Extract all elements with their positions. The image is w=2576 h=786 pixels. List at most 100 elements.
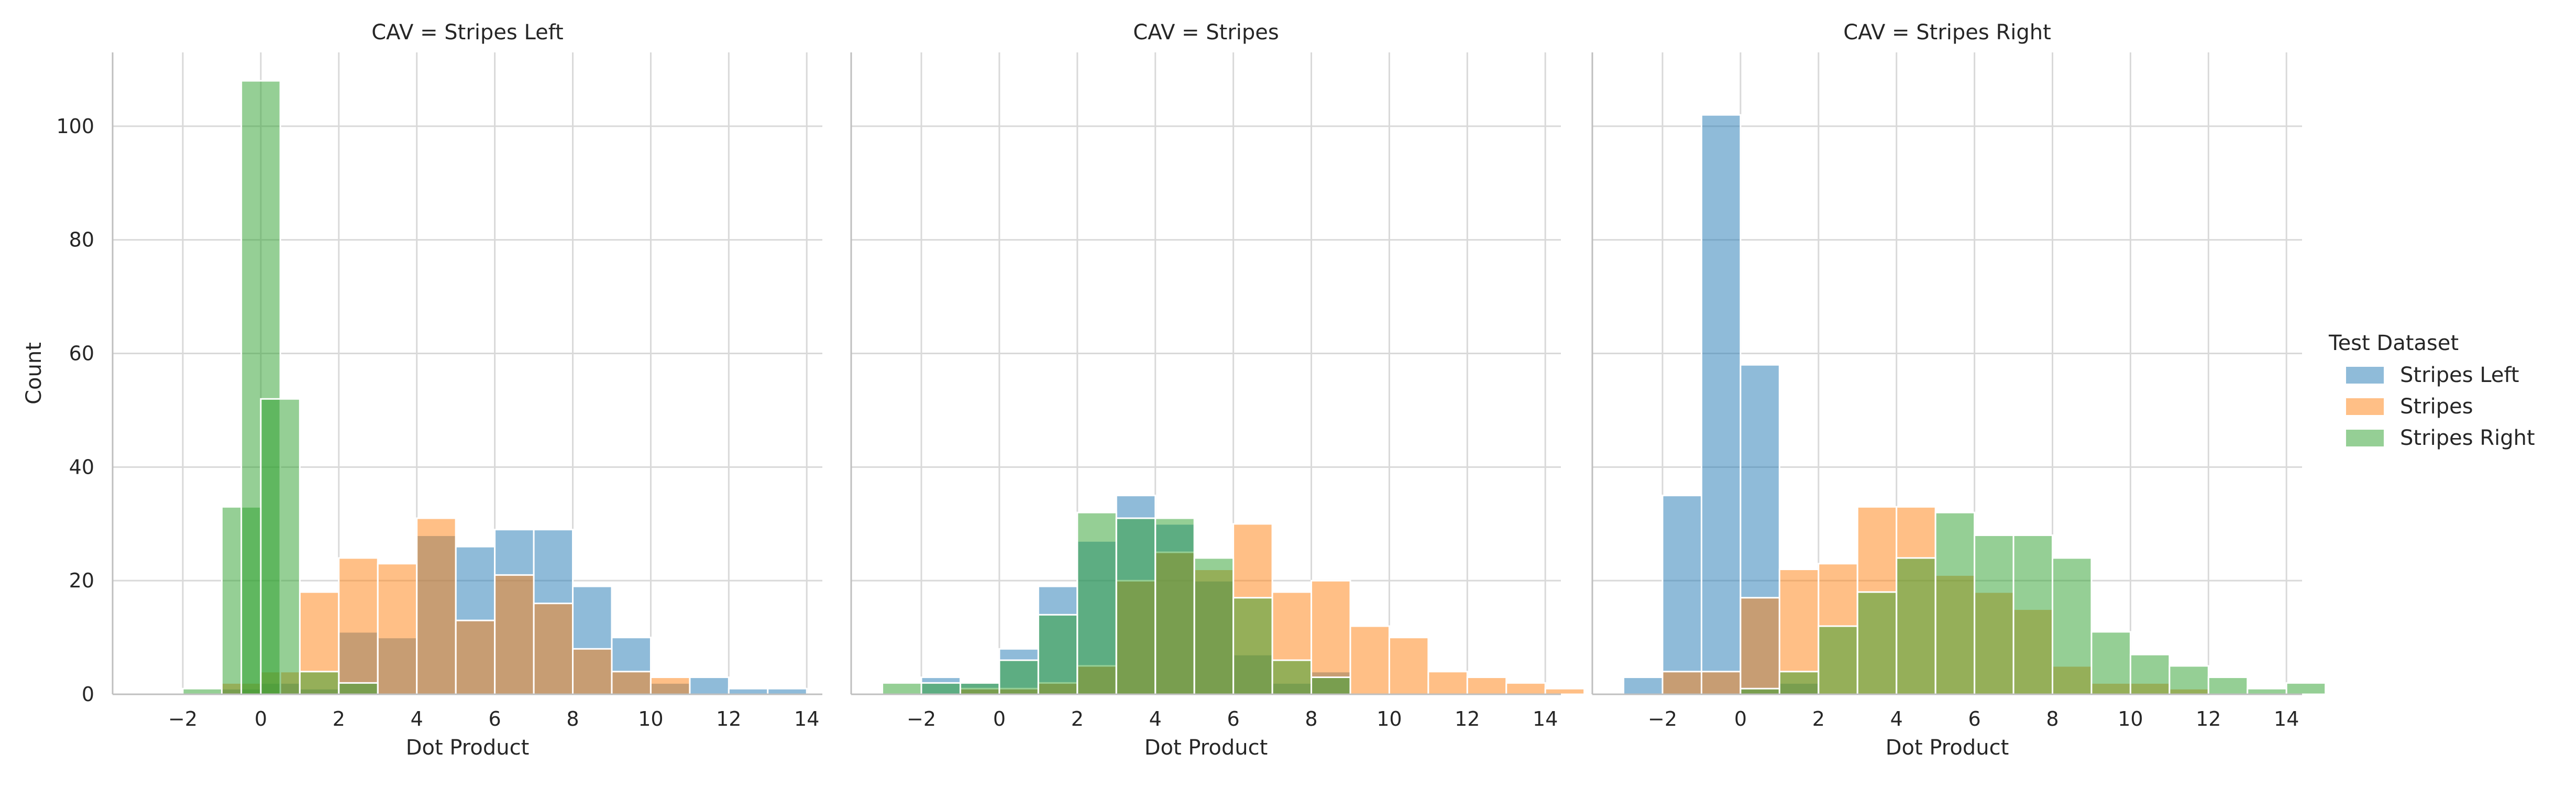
x-tick-label: 8 — [2046, 707, 2058, 730]
bar-stripes-right — [2168, 665, 2209, 695]
x-tick-label: 0 — [993, 707, 1006, 730]
bar-stripes-left — [1700, 114, 1742, 695]
bar-stripes — [1700, 671, 1742, 695]
legend-swatch — [2345, 429, 2385, 447]
legend-swatch — [2345, 366, 2385, 385]
bar-stripes-right — [1974, 534, 2014, 695]
bar-stripes-right — [1311, 676, 1351, 695]
y-tick-label: 0 — [82, 683, 94, 706]
bar-stripes-right — [1115, 517, 1157, 695]
bar-stripes-right — [1778, 671, 1820, 695]
bar-stripes — [416, 517, 457, 695]
bars — [1623, 114, 2327, 695]
bar-stripes-right — [1037, 614, 1078, 695]
bar-stripes — [533, 603, 574, 695]
bar-stripes — [1388, 637, 1429, 695]
bar-stripes-right — [1856, 591, 1898, 695]
bar-stripes-right — [920, 682, 961, 695]
bar-stripes-right — [2207, 676, 2249, 695]
bar-stripes — [338, 557, 379, 695]
bar-stripes-right — [1193, 557, 1235, 695]
bar-stripes — [1544, 687, 1586, 695]
bar-stripes — [1311, 580, 1351, 695]
bar-stripes-left — [767, 687, 808, 695]
bar-stripes-right — [338, 682, 379, 695]
x-tick-label: 2 — [1071, 707, 1084, 730]
bar-stripes-right — [2129, 653, 2171, 695]
x-tick-label: 0 — [1734, 707, 1747, 730]
bar-stripes-right — [1271, 659, 1313, 695]
y-tick-label: 20 — [69, 569, 94, 592]
bar-stripes — [611, 671, 652, 695]
bar-stripes — [494, 574, 535, 695]
y-tick-label: 80 — [69, 228, 94, 252]
bar-stripes-right — [959, 682, 1000, 695]
panel-title: CAV = Stripes Right — [1843, 20, 2051, 45]
bar-stripes-right — [1934, 511, 1976, 695]
bar-stripes — [455, 619, 496, 695]
bar-stripes-right — [882, 682, 922, 695]
x-tick-label: 8 — [566, 707, 579, 730]
bar-stripes — [1740, 597, 1780, 695]
x-tick-label: 14 — [2274, 707, 2299, 730]
bar-stripes-left — [689, 676, 730, 695]
bar-stripes — [1427, 671, 1468, 695]
x-tick-label: 6 — [489, 707, 501, 730]
x-tick-label: 8 — [1305, 707, 1317, 730]
x-tick-label: 4 — [1890, 707, 1903, 730]
x-tick-label: 10 — [2118, 707, 2143, 730]
y-tick-label: 100 — [56, 115, 94, 138]
legend-title: Test Dataset — [2328, 331, 2459, 355]
x-tick-label: 14 — [1533, 707, 1558, 730]
panel-2: −2 0 2 4 6 8 10 12 14 CAV = Stripes Dot Product — [850, 20, 1586, 760]
bar-stripes-right — [2052, 557, 2093, 695]
x-axis-label: Dot Product — [406, 736, 530, 760]
bar-stripes-left — [1623, 676, 1664, 695]
y-tick-label: 40 — [69, 455, 94, 478]
bar-stripes-right — [2090, 631, 2131, 695]
bar-stripes — [1466, 676, 1507, 695]
x-tick-label: −2 — [168, 707, 197, 730]
bar-stripes — [1505, 682, 1546, 695]
bar-stripes-right — [1896, 557, 1936, 695]
legend-label: Stripes Left — [2400, 363, 2519, 387]
bar-stripes-right — [1154, 517, 1195, 695]
bar-stripes — [377, 563, 418, 695]
legend-label: Stripes Right — [2400, 426, 2535, 450]
bar-stripes-right — [1232, 597, 1273, 695]
bars — [882, 495, 1586, 695]
x-tick-label: 10 — [1377, 707, 1402, 730]
x-tick-label: 2 — [1812, 707, 1825, 730]
panel-title: CAV = Stripes Left — [371, 20, 563, 45]
x-tick-label: 4 — [411, 707, 423, 730]
x-tick-label: 6 — [1227, 707, 1240, 730]
x-tick-label: −2 — [907, 707, 936, 730]
x-axis-label: Dot Product — [1886, 736, 2009, 760]
x-tick-label: 12 — [2196, 707, 2221, 730]
x-tick-label: −2 — [1648, 707, 1677, 730]
y-axis-label: Count — [22, 342, 46, 405]
x-tick-label: 14 — [794, 707, 819, 730]
bar-stripes-right — [1818, 625, 1858, 695]
bar-stripes-right — [2012, 534, 2054, 695]
bar-stripes-left — [1661, 495, 1702, 695]
bar-stripes-right — [2247, 687, 2287, 695]
bar-stripes-right — [299, 671, 340, 695]
panel-3: −2 0 2 4 6 8 10 12 14 CAV = Stripes Right Dot Prod… — [1591, 20, 2327, 760]
legend-label: Stripes — [2400, 395, 2473, 419]
bar-stripes — [1349, 625, 1390, 695]
x-tick-label: 6 — [1968, 707, 1981, 730]
bar-stripes-right — [1076, 511, 1117, 695]
x-tick-label: 0 — [255, 707, 267, 730]
bar-stripes-left — [728, 687, 769, 695]
bar-stripes-right — [998, 659, 1039, 695]
bar-stripes-right — [182, 687, 223, 695]
x-tick-label: 2 — [333, 707, 345, 730]
y-tick-label: 60 — [69, 342, 94, 365]
bar-stripes — [1661, 671, 1702, 695]
x-tick-label: 10 — [638, 707, 663, 730]
bar-stripes-right — [2285, 682, 2327, 695]
x-axis-label: Dot Product — [1144, 736, 1268, 760]
